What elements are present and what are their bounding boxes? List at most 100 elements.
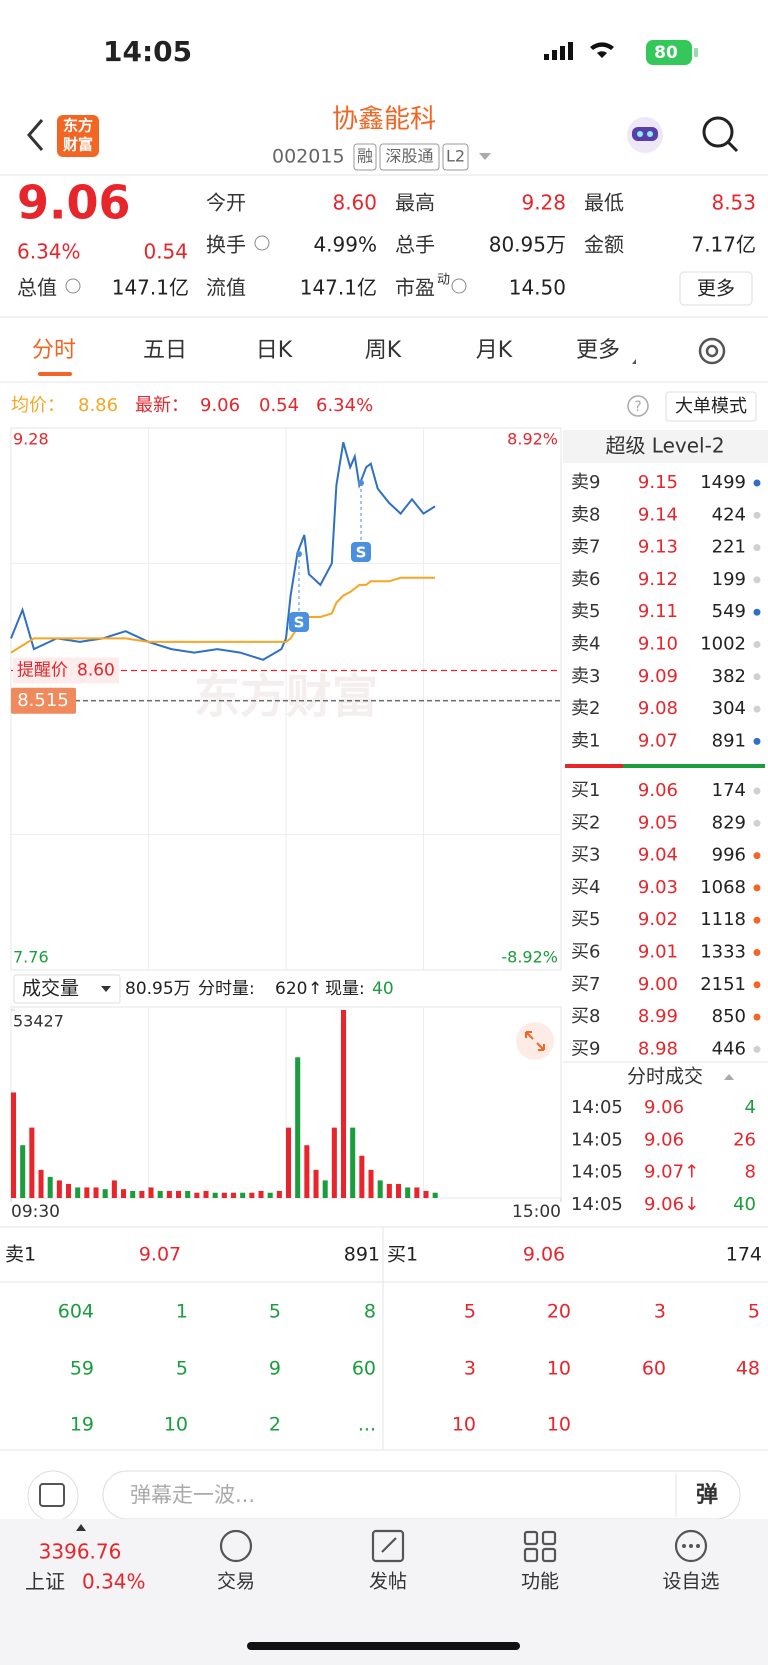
expand-button[interactable] (516, 1022, 554, 1060)
help: ? (634, 399, 641, 415)
volume-bar (221, 1192, 227, 1198)
minute-arrow: ↑ (308, 979, 322, 999)
volume-selector[interactable] (13, 974, 121, 1004)
volume-bar (359, 1155, 365, 1198)
danmaku-placeholder: 弹幕走一波... (130, 1483, 255, 1507)
book-price: 8.99 (638, 1006, 678, 1027)
info-icon (65, 278, 81, 294)
field-value: 4.99% (313, 233, 377, 257)
queue-price: 9.06 (523, 1244, 565, 1266)
home-indicator (247, 1642, 520, 1650)
book-dot (753, 705, 761, 713)
book-dot (753, 1045, 761, 1053)
mode-button[interactable] (665, 391, 757, 422)
volume-bar (139, 1190, 145, 1198)
book-price: 8.98 (638, 1038, 678, 1059)
trade-price: 9.06 (644, 1129, 684, 1150)
queue-label: 卖1 (5, 1244, 36, 1266)
y2-label: -8.92% (501, 948, 558, 967)
book-label: 买3 (571, 845, 600, 866)
search-icon[interactable] (702, 116, 739, 153)
book-label: 卖2 (571, 698, 600, 719)
field-value: 8.53 (711, 191, 756, 215)
settings-icon[interactable] (698, 337, 726, 365)
x-tick-label: 15:00 (512, 1202, 561, 1222)
book-price: 9.15 (638, 472, 678, 493)
volume-bar (350, 1127, 356, 1198)
queue-order: 48 (736, 1358, 760, 1380)
danmaku-button: 弹 (696, 1483, 718, 1508)
help-icon[interactable] (627, 395, 649, 417)
book-price: 9.06 (638, 780, 678, 801)
tag-box (379, 143, 440, 171)
trade-time: 14:05 (571, 1097, 623, 1118)
index-name: 上证 (25, 1570, 65, 1594)
field-value: 80.95万 (489, 233, 566, 257)
field-value: 147.1亿 (112, 276, 189, 300)
field-label: 今开 (206, 191, 246, 215)
battery (646, 40, 692, 65)
battery-tip (694, 48, 698, 57)
x-tick-label: 09:30 (11, 1202, 60, 1222)
nav-item: 交易 (217, 1571, 255, 1593)
more-button[interactable] (679, 271, 753, 306)
volume-bar (121, 1189, 127, 1198)
danmaku-settings[interactable] (27, 1470, 79, 1522)
tab-caret (632, 359, 636, 364)
volume-bar (368, 1169, 374, 1198)
queue-order: 5 (176, 1358, 188, 1380)
queue-order: 5 (464, 1301, 476, 1323)
price-line (10, 442, 436, 661)
back-button[interactable] (27, 119, 44, 151)
field-value: 14.50 (509, 276, 566, 300)
book-dot (753, 544, 761, 552)
volume-bar (166, 1190, 172, 1198)
queue-order: 1 (176, 1301, 188, 1323)
book-label: 买4 (571, 877, 600, 898)
mode-label: 大单模式 (675, 396, 747, 417)
nav-item: 设自选 (662, 1571, 719, 1593)
robot-icon[interactable] (627, 117, 663, 153)
ask-bar (565, 764, 623, 768)
trade-volume: 8 (745, 1162, 756, 1183)
book-price: 9.10 (638, 634, 678, 655)
book-dot (753, 479, 761, 487)
volume-max-label: 53427 (13, 1012, 64, 1031)
signal-dot (296, 551, 302, 557)
book-label: 买5 (571, 909, 600, 930)
more-dots (682, 1544, 700, 1548)
queue-order: 60 (352, 1358, 376, 1380)
volume-bar (231, 1192, 237, 1198)
book-label: 卖9 (571, 472, 600, 493)
book-label: 买6 (571, 942, 600, 963)
volume-bar (304, 1145, 310, 1198)
volume-bar (148, 1187, 154, 1198)
queue-order: 8 (364, 1301, 376, 1323)
book-dot (753, 641, 761, 648)
volume-bar (212, 1192, 218, 1198)
last-value: 9.06 (200, 395, 240, 416)
last-change: 0.54 (259, 395, 299, 416)
volume-bar (11, 1092, 17, 1198)
trades-caret (724, 1074, 734, 1080)
battery-level: 80 (654, 43, 678, 63)
book-volume: 1002 (700, 634, 746, 655)
volume-title: 成交量 (22, 978, 79, 1000)
prev-close-bg (11, 687, 76, 714)
book-dot (753, 511, 761, 519)
tag-box (442, 143, 469, 171)
signal-icon (544, 42, 573, 60)
volume-bar (267, 1192, 273, 1198)
field-value: 147.1亿 (300, 276, 377, 300)
book-volume: 304 (712, 698, 746, 719)
trade-price: 9.07↑ (644, 1162, 699, 1183)
book-volume: 199 (712, 569, 746, 590)
avg-label: 均价： (11, 395, 65, 416)
volume-bar (405, 1187, 411, 1198)
level2-title: 超级 Level-2 (605, 434, 724, 458)
volume-bar (377, 1180, 383, 1198)
queue-order: 5 (269, 1301, 281, 1323)
book-volume: 891 (712, 730, 746, 751)
